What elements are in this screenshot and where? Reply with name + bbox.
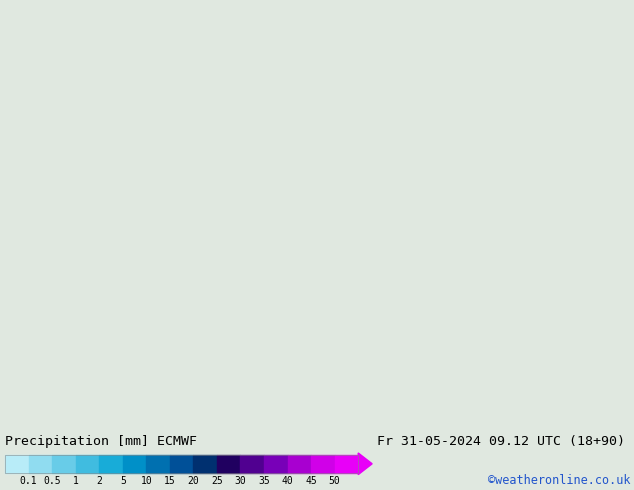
Text: Fr 31-05-2024 09.12 UTC (18+90): Fr 31-05-2024 09.12 UTC (18+90) xyxy=(377,435,625,448)
Polygon shape xyxy=(358,453,372,475)
Bar xyxy=(335,455,358,473)
Text: ©weatheronline.co.uk: ©weatheronline.co.uk xyxy=(488,474,631,487)
Bar xyxy=(29,455,52,473)
Text: 0.5: 0.5 xyxy=(43,476,61,486)
Bar xyxy=(240,455,264,473)
Bar xyxy=(311,455,335,473)
Text: 10: 10 xyxy=(141,476,152,486)
Text: Precipitation [mm] ECMWF: Precipitation [mm] ECMWF xyxy=(5,435,197,448)
Bar xyxy=(170,455,193,473)
Bar xyxy=(288,455,311,473)
Text: 2: 2 xyxy=(96,476,102,486)
Text: 40: 40 xyxy=(281,476,294,486)
Bar xyxy=(5,455,29,473)
Bar xyxy=(146,455,170,473)
Text: 0.1: 0.1 xyxy=(20,476,37,486)
Bar xyxy=(217,455,240,473)
Text: 45: 45 xyxy=(305,476,317,486)
Text: 35: 35 xyxy=(258,476,270,486)
Text: 5: 5 xyxy=(120,476,126,486)
Text: 20: 20 xyxy=(188,476,199,486)
Text: 25: 25 xyxy=(211,476,223,486)
Bar xyxy=(5,455,358,473)
Bar xyxy=(75,455,100,473)
Bar xyxy=(193,455,217,473)
Bar xyxy=(100,455,123,473)
Bar xyxy=(264,455,288,473)
Text: 1: 1 xyxy=(73,476,79,486)
Bar xyxy=(123,455,146,473)
Text: 30: 30 xyxy=(235,476,247,486)
Text: 50: 50 xyxy=(329,476,340,486)
Bar xyxy=(52,455,75,473)
Text: 15: 15 xyxy=(164,476,176,486)
